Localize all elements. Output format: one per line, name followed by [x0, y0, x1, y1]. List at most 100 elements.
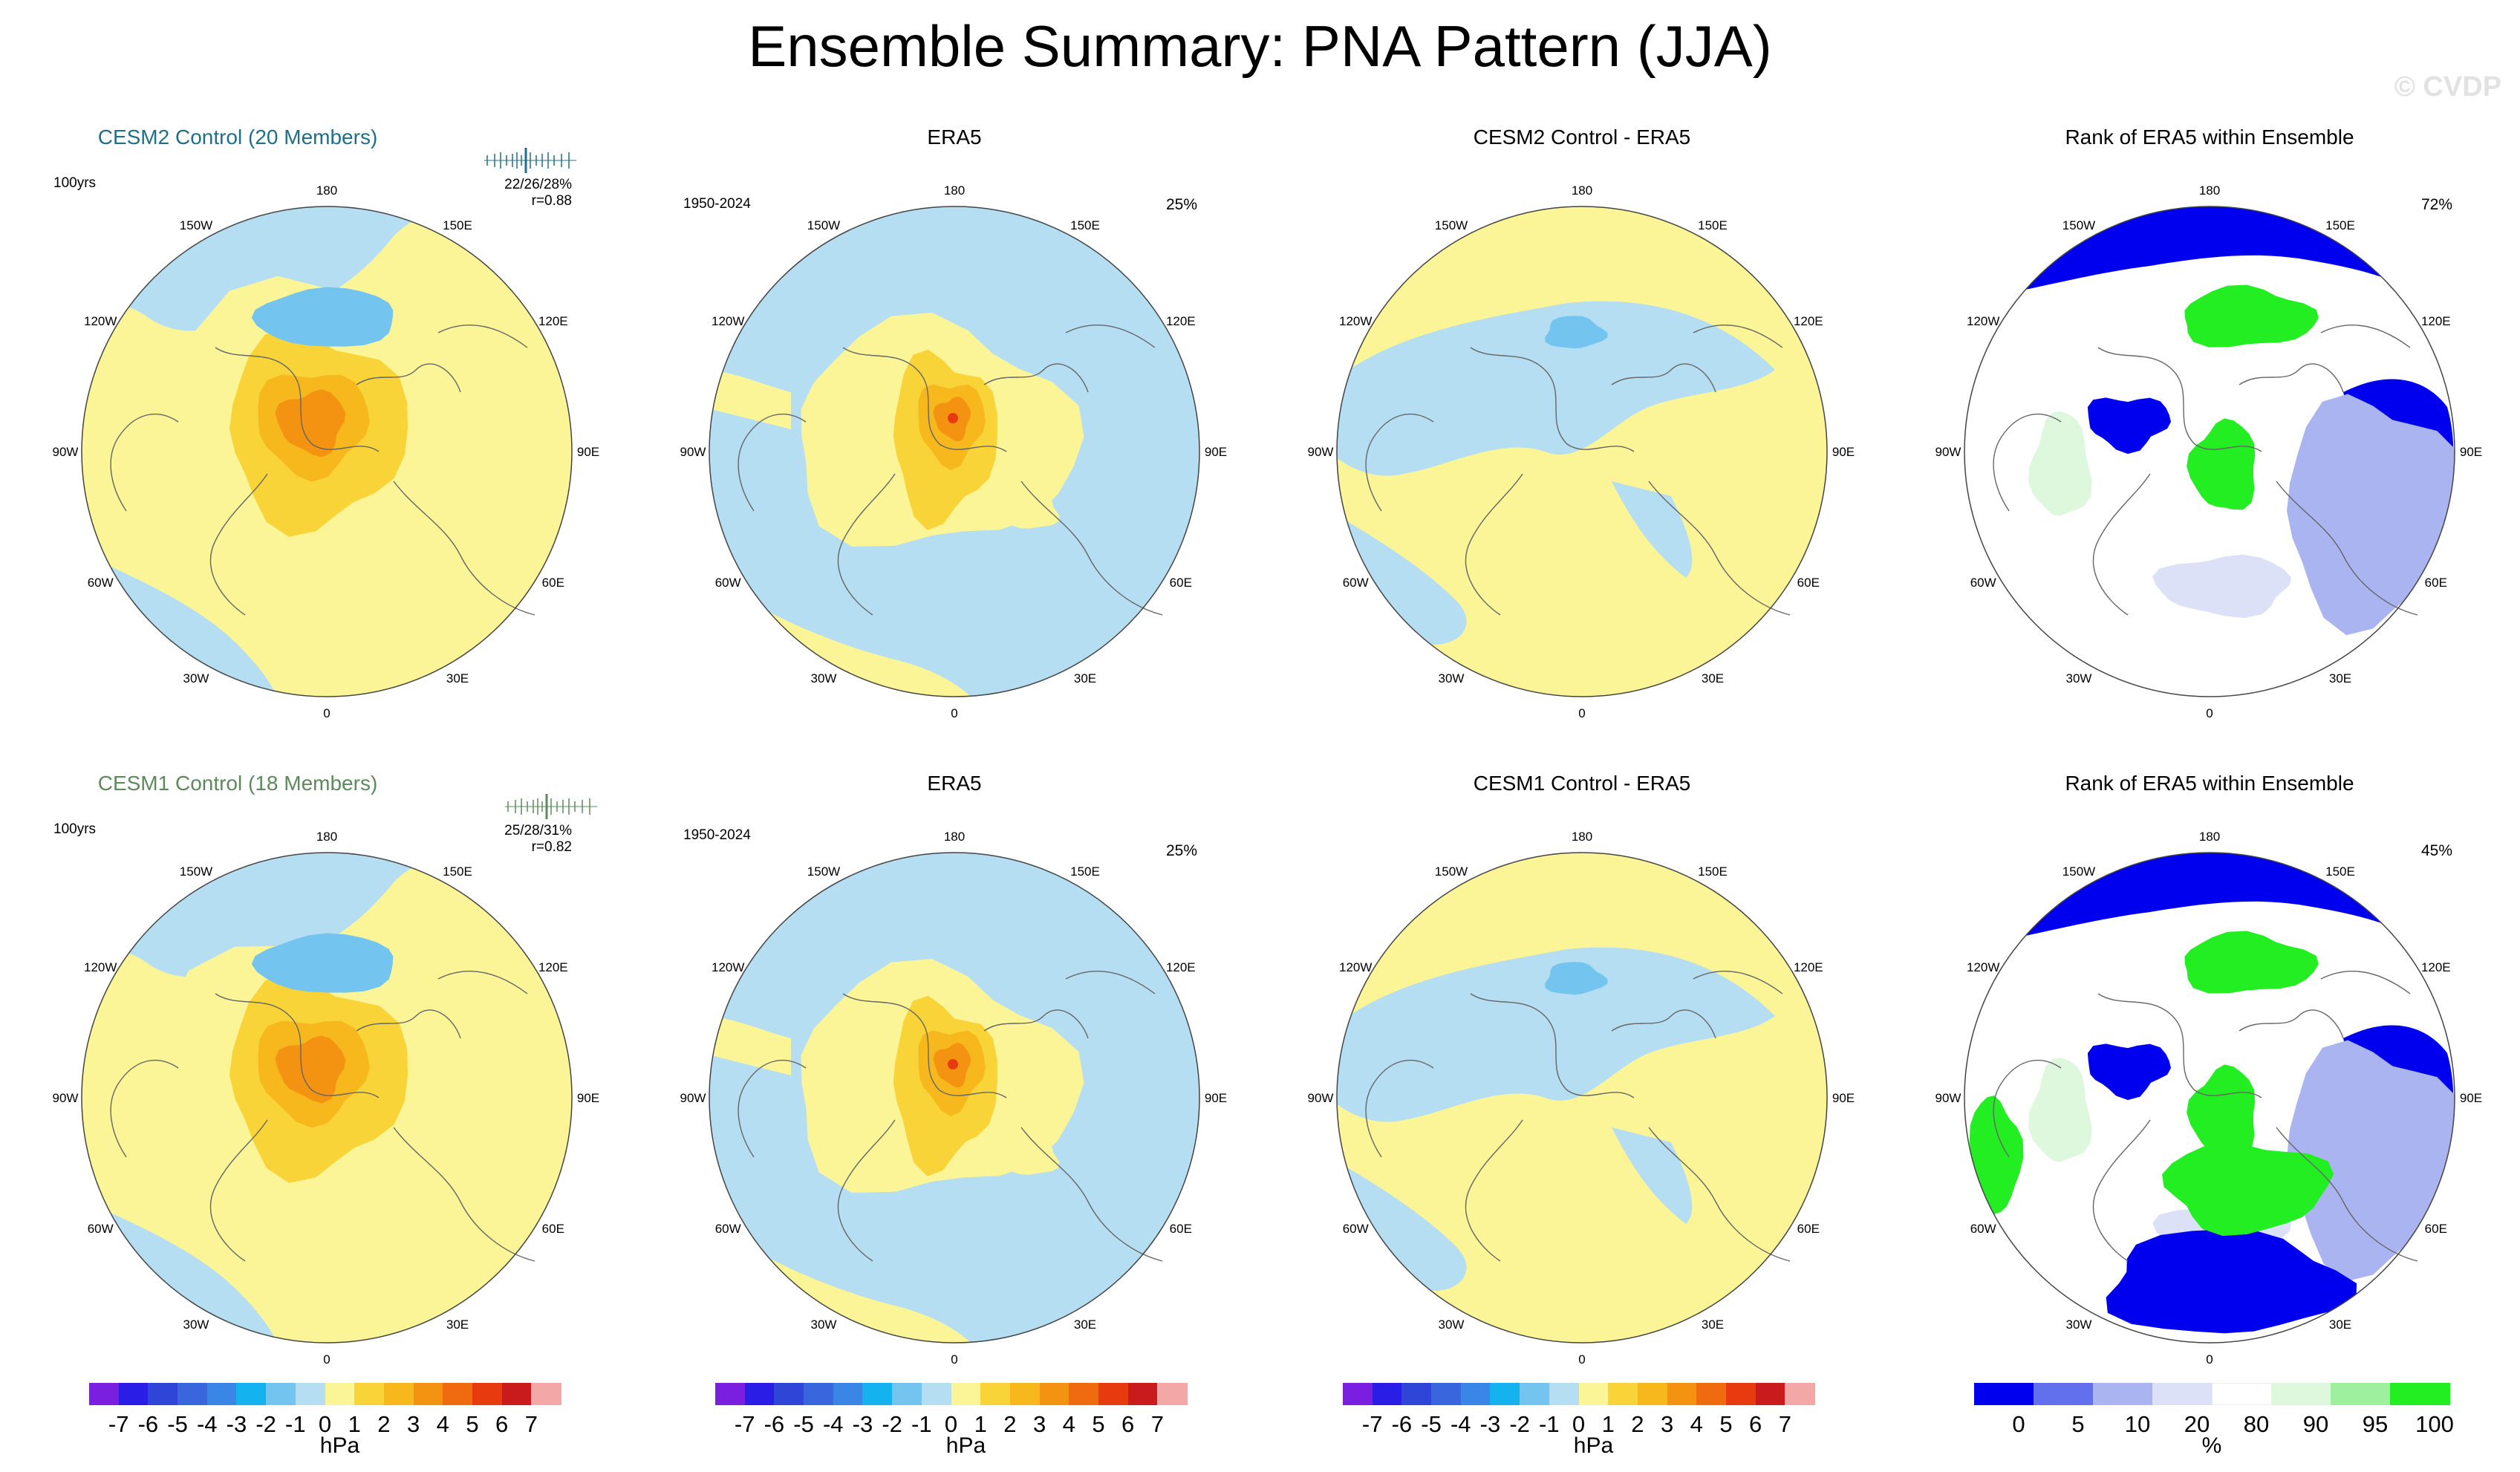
panel-title: CESM2 Control - ERA5 [1473, 126, 1691, 149]
colorbar-tick-label: -7 [108, 1411, 129, 1437]
colorbar-box [118, 1383, 149, 1405]
lon-label: 30E [1074, 1318, 1096, 1332]
field-level-4 [275, 389, 346, 457]
colorbar-box [531, 1383, 561, 1405]
colorbar-tick-label: -5 [1421, 1411, 1442, 1437]
colorbar-box [862, 1383, 893, 1405]
lon-label: 60E [1170, 1222, 1192, 1236]
colorbar-box [1009, 1383, 1041, 1405]
colorbar-tick-label: 5 [466, 1411, 479, 1437]
lon-label: 120E [538, 314, 568, 328]
colorbar-box [1637, 1383, 1668, 1405]
lon-label: 180 [944, 830, 965, 844]
colorbar-tick-label: 3 [406, 1411, 420, 1437]
lon-label: 0 [1578, 1352, 1585, 1367]
colorbar-tick-label: 0 [944, 1411, 958, 1437]
lon-label: 60E [2425, 576, 2447, 590]
colorbar-box [1667, 1383, 1697, 1405]
lon-label: 150W [2062, 218, 2095, 232]
lon-label: 120W [84, 314, 117, 328]
map-field [82, 206, 572, 697]
lon-label: 0 [2206, 706, 2213, 720]
lon-label: 60W [1970, 576, 1996, 590]
colorbar-box [501, 1383, 532, 1405]
map-field [709, 853, 1199, 1343]
colorbar-box [148, 1383, 178, 1405]
lon-label: 60W [715, 576, 741, 590]
lon-label: 120E [1794, 960, 1823, 974]
map-field [1337, 853, 1827, 1343]
panel-rank: Rank of ERA5 within Ensemble 45% 180 150E… [1927, 771, 2492, 1395]
panel-title: CESM1 Control (18 Members) [97, 772, 378, 795]
lon-label: 30W [183, 1318, 209, 1332]
lon-label: 90E [2460, 1091, 2482, 1105]
panel-cesm2-mean: CESM2 Control (20 Members) 100yrs 22/26/… [45, 125, 609, 749]
lon-label: 150W [807, 864, 840, 879]
lon-label: 60W [715, 1222, 741, 1236]
lon-label: 0 [951, 706, 957, 720]
lon-label: 90W [1935, 1091, 1961, 1105]
colorbar-tick-label: 90 [2302, 1411, 2329, 1437]
map-field [1964, 853, 2455, 1343]
lon-label: 120E [2421, 314, 2451, 328]
colorbar-box [206, 1383, 237, 1405]
colorbar-tick-label: 7 [524, 1411, 538, 1437]
colorbar-tick-label: -7 [1361, 1411, 1383, 1437]
map-boundary [81, 852, 573, 1344]
lon-label: 120W [1339, 314, 1372, 328]
colorbar-box [2390, 1383, 2450, 1405]
colorbar-hpa: -7 -6 -5 -4 -3 -2 -1 0 1 2 3 4 5 6 7 hPa [89, 1383, 561, 1472]
field-level-neg-1 [251, 287, 394, 347]
colorbar-hpa: -7 -6 -5 -4 -3 -2 -1 0 1 2 3 4 5 6 7 hPa [1343, 1383, 1815, 1472]
coastlines [1993, 970, 2418, 1262]
lon-label: 120W [1967, 314, 1999, 328]
colorbar-box [1127, 1383, 1158, 1405]
stats-block: 25/28/31% r=0.82 [504, 823, 572, 856]
lon-label: 30E [446, 671, 469, 685]
colorbar-box [1069, 1383, 1099, 1405]
colorbar-box [892, 1383, 922, 1405]
colorbar-box [1608, 1383, 1638, 1405]
period-label: 1950-2024 [683, 196, 751, 212]
panel-title: CESM2 Control (20 Members) [97, 126, 378, 149]
colorbar-tick-label: 2 [377, 1411, 391, 1437]
lon-label: 90E [1832, 1091, 1855, 1105]
colorbar-box [1372, 1383, 1402, 1405]
colorbar-tick-label: 20 [2184, 1411, 2210, 1437]
stats-percent: 25/28/31% [504, 823, 572, 838]
rank-low [2087, 1043, 2171, 1101]
lon-label: 90W [1308, 1091, 1334, 1105]
colorbar-tick-label: -3 [852, 1411, 873, 1437]
lon-label: 0 [1578, 706, 1585, 720]
colorbar-tick-label: 2 [1631, 1411, 1644, 1437]
longitude-labels: 180 150E 120E 90E 60E 30E 0 30W 60W 90W 120W 150W [1308, 830, 1855, 1367]
lon-label: 30E [2329, 1318, 2351, 1332]
lon-label: 30E [446, 1318, 469, 1332]
map-boundary [1336, 206, 1828, 697]
colorbar-tick-label: 7 [1778, 1411, 1791, 1437]
colorbar-tick-label: 4 [1690, 1411, 1703, 1437]
colorbar-tick-label: 80 [2243, 1411, 2270, 1437]
coastlines [1365, 324, 1791, 616]
lon-label: 0 [951, 1352, 957, 1367]
colorbar-box [1490, 1383, 1520, 1405]
colorbar-box [804, 1383, 834, 1405]
colorbar-tick-label: -3 [1479, 1411, 1501, 1437]
lon-label: 60W [1970, 1222, 1996, 1236]
colorbar-box [1460, 1383, 1491, 1405]
lon-label: 90W [53, 1091, 79, 1105]
polar-map: 180 150E 120E 90E 60E 30E 0 30W 60W 90W 120W 150W [680, 830, 1228, 1367]
lon-label: 120W [1339, 960, 1372, 974]
colorbar-box [1549, 1383, 1579, 1405]
coastlines [1365, 970, 1791, 1262]
lon-label: 90W [1935, 445, 1961, 459]
colorbar-box [921, 1383, 951, 1405]
colorbar-tick-label: 6 [1749, 1411, 1762, 1437]
colorbar-box [89, 1383, 120, 1405]
stats-percent: 22/26/28% [504, 177, 572, 192]
panel-era5: ERA5 1950-2024 25% 180 150E 120E 90E 60E 30E 0… [672, 771, 1237, 1395]
panel-title: Rank of ERA5 within Ensemble [2065, 126, 2354, 149]
polar-map: 180 150E 120E 90E 60E 30E 0 30W 60W 90W 120W 150W [1308, 183, 1855, 720]
field-level-4 [275, 1035, 346, 1104]
colorbar-box [383, 1383, 414, 1405]
